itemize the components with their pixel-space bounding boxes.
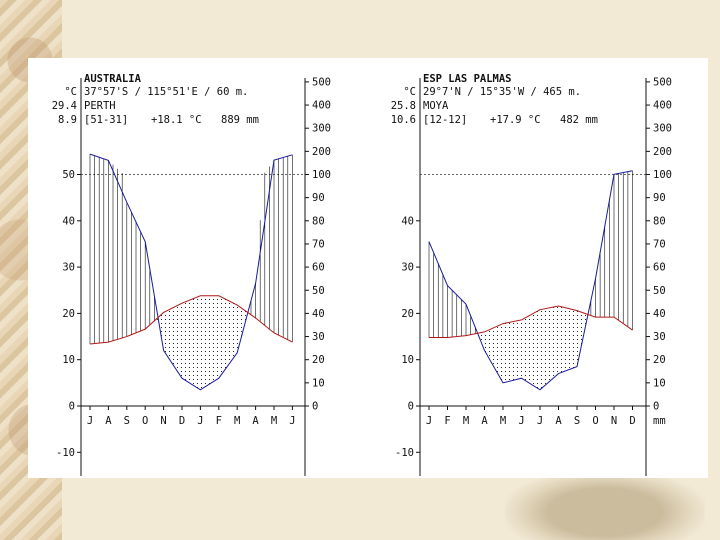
c1-right-tick-label: 500: [312, 76, 331, 88]
c1-title: AUSTRALIA: [84, 73, 142, 85]
c2-month-label: D: [629, 415, 635, 427]
c1-left-tick-label: -10: [56, 447, 75, 459]
c1-temperature-line: [89, 295, 293, 345]
c1-right-tick-label: 300: [312, 123, 331, 135]
c2-period: [12-12]: [423, 114, 467, 126]
c2-left-tick-label: 0: [408, 401, 414, 413]
c1-month-label: N: [160, 415, 166, 427]
c2-right-tick-label: 500: [653, 76, 672, 88]
c2-right-tick-label: 200: [653, 146, 672, 158]
c2-month-label: J: [518, 415, 524, 427]
c1-month-label: O: [142, 415, 148, 427]
c1-month-label: J: [289, 415, 295, 427]
c2-precipitation-line: [428, 170, 633, 391]
c1-right-tick-label: 90: [312, 192, 325, 204]
c2-right-tick-label: 30: [653, 331, 666, 343]
c2-right-tick-label: 400: [653, 100, 672, 112]
c1-month-label: D: [179, 415, 185, 427]
c2-right-tick-label: 70: [653, 238, 666, 250]
c2-month-label: F: [444, 415, 450, 427]
c2-title: ESP LAS PALMAS: [423, 73, 512, 85]
c2-month-label: J: [537, 415, 543, 427]
climate-diagram-panel: AUSTRALIA °C 37°57'S / 115°51'E / 60 m. 29.…: [28, 58, 708, 478]
c2-right-tick-label: 0: [653, 401, 659, 413]
c1-right-tick-label: 100: [312, 169, 331, 181]
c1-temp-max: 29.4: [52, 100, 77, 112]
c1-month-label: J: [87, 415, 93, 427]
c2-left-tick-label: 30: [401, 262, 414, 274]
c2-month-label: N: [611, 415, 617, 427]
c1-left-tick-label: 10: [62, 354, 75, 366]
c1-right-tick-label: 10: [312, 377, 325, 389]
c1-right-tick-label: 30: [312, 331, 325, 343]
c2-left-tick-label: -10: [395, 447, 414, 459]
c2-month-label: M: [463, 415, 469, 427]
c1-left-tick-label: 50: [62, 169, 75, 181]
c2-right-unit: mm: [653, 415, 666, 427]
c1-right-tick-label: 40: [312, 308, 325, 320]
c2-right-tick-label: 20: [653, 354, 666, 366]
c1-right-tick-label: 80: [312, 215, 325, 227]
c2-left-tick-label: 40: [401, 215, 414, 227]
c2-month-label: S: [574, 415, 580, 427]
c2-temp-unit: °C: [403, 86, 416, 98]
c1-right-tick-label: 200: [312, 146, 331, 158]
c1-period: [51-31]: [84, 114, 128, 126]
background-ornament: [505, 470, 705, 540]
c1-right-tick-label: 20: [312, 354, 325, 366]
c2-month-label: M: [500, 415, 506, 427]
c2-right-tick-label: 90: [653, 192, 666, 204]
c2-month-label: A: [481, 415, 488, 427]
c1-coords: 37°57'S / 115°51'E / 60 m.: [84, 86, 248, 98]
c1-month-label: M: [271, 415, 277, 427]
c1-right-tick-label: 70: [312, 238, 325, 250]
c1-month-label: S: [124, 415, 130, 427]
c1-month-label: A: [252, 415, 259, 427]
c1-precipitation-line: [89, 153, 293, 391]
c1-station: PERTH: [84, 100, 116, 112]
c2-month-label: J: [426, 415, 432, 427]
c1-temp-unit: °C: [64, 86, 77, 98]
c2-coords: 29°7'N / 15°35'W / 465 m.: [423, 86, 581, 98]
c2-right-tick-label: 300: [653, 123, 672, 135]
c1-right-tick-label: 400: [312, 100, 331, 112]
c2-right-tick-label: 60: [653, 262, 666, 274]
c1-right-tick-label: 50: [312, 285, 325, 297]
c1-arid-area: [90, 295, 293, 390]
c1-right-tick-label: 0: [312, 401, 318, 413]
c2-left-tick-label: 10: [401, 354, 414, 366]
c2-mean-temp: +17.9 °C: [490, 114, 541, 126]
c2-left-tick-label: 20: [401, 308, 414, 320]
c1-month-label: F: [216, 415, 222, 427]
c2-precip-total: 482 mm: [560, 114, 598, 126]
c2-right-tick-label: 100: [653, 169, 672, 181]
c2-right-tick-label: 40: [653, 308, 666, 320]
c1-temp-min: 8.9: [58, 114, 77, 126]
c1-left-tick-label: 20: [62, 308, 75, 320]
c1-left-tick-label: 30: [62, 262, 75, 274]
c1-month-label: A: [105, 415, 112, 427]
climate-diagrams-svg: AUSTRALIA °C 37°57'S / 115°51'E / 60 m. 29.…: [52, 73, 672, 476]
c1-month-label: J: [197, 415, 203, 427]
c1-precip-total: 889 mm: [221, 114, 259, 126]
c2-month-label: A: [555, 415, 562, 427]
c2-right-tick-label: 50: [653, 285, 666, 297]
c2-station: MOYA: [423, 100, 449, 112]
c2-arid-area: [429, 305, 633, 390]
c1-left-tick-label: 0: [69, 401, 75, 413]
c1-month-label: M: [234, 415, 240, 427]
c1-mean-temp: +18.1 °C: [151, 114, 202, 126]
c1-right-tick-label: 60: [312, 262, 325, 274]
c2-right-tick-label: 80: [653, 215, 666, 227]
c2-temp-max: 25.8: [391, 100, 416, 112]
c1-left-tick-label: 40: [62, 215, 75, 227]
c2-temp-min: 10.6: [391, 114, 416, 126]
c2-right-tick-label: 10: [653, 377, 666, 389]
c2-temperature-line: [429, 305, 633, 338]
c2-month-label: O: [592, 415, 598, 427]
